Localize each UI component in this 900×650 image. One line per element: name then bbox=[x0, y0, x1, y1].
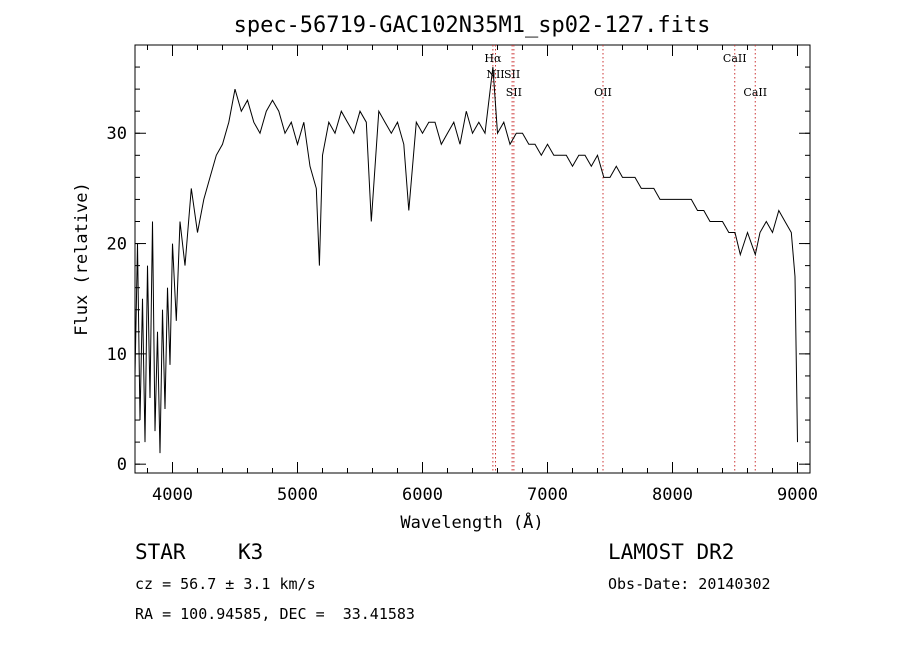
y-tick-label: 0 bbox=[117, 455, 127, 475]
observation-date: Obs-Date: 20140302 bbox=[608, 575, 771, 593]
x-tick-label: 4000 bbox=[152, 485, 193, 505]
emission-line-label: Hα bbox=[484, 52, 502, 65]
emission-line-label: CaII bbox=[723, 52, 747, 65]
y-tick-label: 20 bbox=[107, 235, 127, 255]
spectral-subclass: K3 bbox=[238, 540, 264, 564]
chart-title: spec-56719-GAC102N35M1_sp02-127.fits bbox=[234, 13, 711, 38]
x-tick-label: 6000 bbox=[402, 485, 443, 505]
x-tick-label: 8000 bbox=[652, 485, 693, 505]
emission-line-label: NII bbox=[486, 68, 504, 81]
plot-frame bbox=[134, 44, 811, 474]
coordinates: RA = 100.94585, DEC = 33.41583 bbox=[135, 605, 415, 623]
x-tick-label: 9000 bbox=[777, 485, 818, 505]
emission-line-label: SII bbox=[506, 86, 522, 99]
y-axis-label: Flux (relative) bbox=[72, 182, 92, 336]
redshift-value: cz = 56.7 ± 3.1 km/s bbox=[135, 575, 316, 593]
y-tick-label: 30 bbox=[107, 124, 127, 144]
emission-line-markers bbox=[492, 45, 756, 473]
emission-line-label: SII bbox=[504, 68, 520, 81]
x-axis-ticks: 4000 5000 6000 7000 8000 9000 bbox=[147, 45, 818, 505]
x-tick-label: 5000 bbox=[277, 485, 318, 505]
emission-line-label: OII bbox=[594, 86, 612, 99]
x-tick-label: 7000 bbox=[527, 485, 568, 505]
spectrum-series-line bbox=[134, 67, 798, 454]
y-tick-label: 10 bbox=[107, 345, 127, 365]
emission-line-labels: Hα NII SII SII OII CaII CaII bbox=[484, 52, 767, 99]
x-axis-label: Wavelength (Å) bbox=[400, 511, 543, 533]
y-axis-ticks: 0 10 20 30 bbox=[107, 66, 810, 475]
survey-label: LAMOST DR2 bbox=[608, 540, 735, 564]
emission-line-label: CaII bbox=[743, 86, 767, 99]
object-class: STAR bbox=[135, 540, 186, 564]
